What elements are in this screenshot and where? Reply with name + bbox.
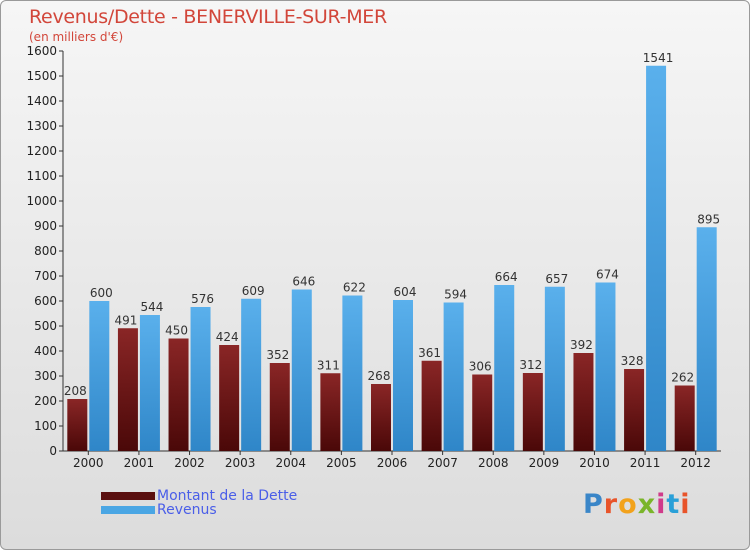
bar-revenus <box>89 301 110 451</box>
bar-dette <box>168 338 189 451</box>
y-tick-label: 1100 <box>26 169 57 183</box>
data-label-dette: 424 <box>216 330 239 344</box>
bar-revenus <box>190 307 211 451</box>
bar-revenus <box>393 300 413 451</box>
bar-dette <box>522 373 543 451</box>
data-label-revenus: 604 <box>394 285 417 299</box>
data-label-dette: 491 <box>114 313 137 327</box>
y-tick-label: 1400 <box>26 94 57 108</box>
data-label-dette: 312 <box>519 358 542 372</box>
chart-title: Revenus/Dette - BENERVILLE-SUR-MER <box>29 6 387 28</box>
bar-revenus <box>494 285 515 451</box>
x-tick-label: 2003 <box>225 456 256 470</box>
y-tick-label: 200 <box>34 394 57 408</box>
bar-revenus <box>241 298 262 451</box>
bar-dette <box>320 373 341 451</box>
x-tick-label: 2002 <box>174 456 205 470</box>
data-label-dette: 268 <box>368 369 391 383</box>
y-tick-label: 300 <box>34 369 57 383</box>
data-label-revenus: 895 <box>697 212 720 226</box>
bar-dette <box>269 363 290 451</box>
x-tick-label: 2005 <box>326 456 357 470</box>
y-tick-label: 700 <box>34 269 57 283</box>
x-tick-label: 2012 <box>680 456 711 470</box>
data-label-revenus: 664 <box>495 270 518 284</box>
bar-dette <box>573 353 594 451</box>
x-tick-label: 2001 <box>124 456 155 470</box>
data-label-revenus: 544 <box>140 300 163 314</box>
x-tick-label: 2008 <box>478 456 509 470</box>
bar-revenus <box>443 302 464 451</box>
chart-subtitle: (en milliers d'€) <box>29 30 124 44</box>
y-tick-label: 900 <box>34 219 57 233</box>
data-label-dette: 311 <box>317 358 340 372</box>
bar-revenus <box>544 286 565 451</box>
bar-dette <box>421 360 442 451</box>
y-tick-label: 1500 <box>26 69 57 83</box>
data-label-dette: 328 <box>621 354 644 368</box>
y-tick-label: 1600 <box>26 44 57 58</box>
x-tick-label: 2010 <box>579 456 610 470</box>
legend-label-dette: Montant de la Dette <box>157 488 298 504</box>
data-label-revenus: 674 <box>596 268 619 282</box>
x-tick-label: 2000 <box>73 456 104 470</box>
y-tick-label: 600 <box>34 294 57 308</box>
bar-revenus <box>696 227 717 451</box>
legend-swatch-dette <box>101 492 155 500</box>
y-tick-label: 500 <box>34 319 57 333</box>
bar-revenus <box>139 315 160 451</box>
data-label-revenus: 622 <box>343 281 366 295</box>
data-label-revenus: 576 <box>191 292 214 306</box>
x-tick-label: 2006 <box>377 456 408 470</box>
data-label-dette: 450 <box>165 324 188 338</box>
bar-revenus <box>646 65 667 451</box>
x-tick-label: 2004 <box>275 456 306 470</box>
bar-dette <box>472 374 493 451</box>
bar-dette <box>219 345 240 451</box>
y-tick-label: 100 <box>34 419 57 433</box>
bar-revenus <box>595 282 616 451</box>
legend-item-revenus: Revenus <box>101 502 217 518</box>
y-tick-label: 800 <box>34 244 57 258</box>
data-label-revenus: 594 <box>444 288 467 302</box>
data-label-revenus: 646 <box>292 275 315 289</box>
x-tick-label: 2011 <box>630 456 661 470</box>
y-tick-label: 400 <box>34 344 57 358</box>
bar-dette <box>674 385 695 451</box>
bar-dette <box>117 328 138 451</box>
bar-dette <box>67 399 88 451</box>
legend-item-dette: Montant de la Dette <box>101 488 297 504</box>
y-tick-label: 0 <box>49 444 57 458</box>
bar-revenus <box>342 295 363 451</box>
y-tick-label: 1200 <box>26 144 57 158</box>
legend-label-revenus: Revenus <box>157 502 217 518</box>
bar-dette <box>624 369 645 451</box>
data-label-dette: 208 <box>64 384 87 398</box>
legend-swatch-revenus <box>101 506 155 514</box>
data-label-revenus: 600 <box>90 286 113 300</box>
data-label-dette: 352 <box>266 348 289 362</box>
data-label-dette: 392 <box>570 338 593 352</box>
y-tick-label: 1300 <box>26 119 57 133</box>
data-label-dette: 262 <box>671 371 694 385</box>
data-label-revenus: 657 <box>545 272 568 286</box>
bar-revenus <box>291 289 312 451</box>
data-label-revenus: 609 <box>242 284 265 298</box>
data-label-dette: 361 <box>418 346 441 360</box>
proxiti-logo: Proxiti <box>583 489 691 520</box>
data-label-revenus: 1541 <box>643 51 674 65</box>
data-label-dette: 306 <box>469 360 492 374</box>
x-tick-label: 2009 <box>529 456 560 470</box>
x-tick-label: 2007 <box>427 456 458 470</box>
bar-dette <box>371 384 391 451</box>
y-tick-label: 1000 <box>26 194 57 208</box>
